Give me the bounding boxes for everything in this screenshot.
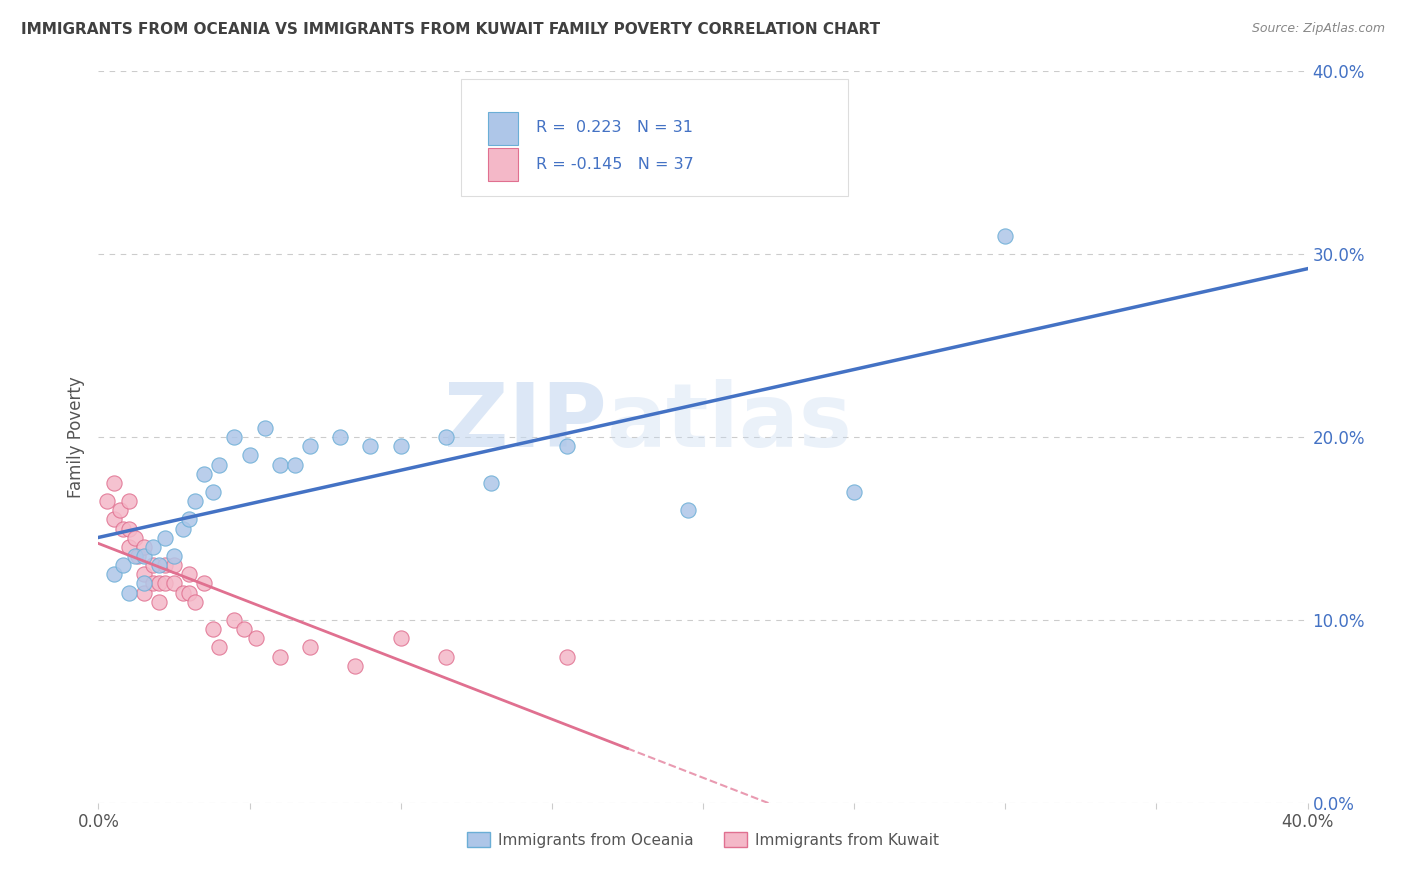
FancyBboxPatch shape — [461, 78, 848, 195]
Point — [172, 521, 194, 535]
Point — [118, 494, 141, 508]
Point — [193, 576, 215, 591]
Point — [184, 594, 207, 608]
Point — [118, 585, 141, 599]
Point — [299, 640, 322, 655]
Point — [142, 576, 165, 591]
Point — [127, 549, 149, 563]
Point — [360, 439, 382, 453]
Point — [132, 549, 155, 563]
Point — [179, 512, 201, 526]
Point — [253, 421, 276, 435]
Point — [172, 585, 194, 599]
Point — [193, 467, 215, 481]
Point — [329, 430, 352, 444]
Point — [153, 576, 176, 591]
Point — [434, 430, 457, 444]
Text: atlas: atlas — [606, 379, 852, 466]
Point — [269, 458, 291, 472]
Point — [163, 549, 186, 563]
Point — [389, 632, 412, 646]
Point — [994, 229, 1017, 244]
Point — [434, 649, 457, 664]
Point — [179, 585, 201, 599]
Point — [844, 485, 866, 500]
Point — [118, 521, 141, 535]
Point — [299, 439, 322, 453]
Point — [269, 649, 291, 664]
Point — [132, 576, 155, 591]
Point — [103, 567, 125, 582]
Point — [224, 613, 246, 627]
Point — [389, 439, 412, 453]
Point — [148, 558, 170, 573]
Point — [555, 439, 578, 453]
Point — [344, 658, 367, 673]
Point — [148, 594, 170, 608]
Point — [239, 448, 262, 462]
Point — [103, 475, 125, 490]
Point — [132, 540, 155, 554]
Point — [108, 503, 131, 517]
Point — [111, 521, 134, 535]
Y-axis label: Family Poverty: Family Poverty — [67, 376, 86, 498]
Point — [208, 458, 231, 472]
Point — [555, 649, 578, 664]
Point — [676, 503, 699, 517]
Point — [245, 632, 267, 646]
Point — [208, 640, 231, 655]
Text: R =  0.223   N = 31: R = 0.223 N = 31 — [536, 120, 693, 136]
Point — [163, 558, 186, 573]
Point — [232, 622, 254, 636]
Point — [481, 475, 503, 490]
Point — [124, 531, 146, 545]
Point — [132, 585, 155, 599]
Point — [163, 576, 186, 591]
Text: Source: ZipAtlas.com: Source: ZipAtlas.com — [1251, 22, 1385, 36]
Point — [96, 494, 118, 508]
Point — [184, 494, 207, 508]
Point — [103, 512, 125, 526]
Point — [202, 622, 225, 636]
FancyBboxPatch shape — [488, 112, 517, 145]
Point — [132, 567, 155, 582]
Legend: Immigrants from Oceania, Immigrants from Kuwait: Immigrants from Oceania, Immigrants from… — [461, 825, 945, 854]
Point — [284, 458, 307, 472]
Text: IMMIGRANTS FROM OCEANIA VS IMMIGRANTS FROM KUWAIT FAMILY POVERTY CORRELATION CHA: IMMIGRANTS FROM OCEANIA VS IMMIGRANTS FR… — [21, 22, 880, 37]
FancyBboxPatch shape — [488, 148, 517, 181]
Point — [148, 576, 170, 591]
Point — [111, 558, 134, 573]
Text: ZIP: ZIP — [443, 379, 606, 466]
Point — [142, 558, 165, 573]
Point — [124, 549, 146, 563]
Point — [179, 567, 201, 582]
Point — [224, 430, 246, 444]
Point — [153, 531, 176, 545]
Point — [202, 485, 225, 500]
Point — [118, 540, 141, 554]
Point — [153, 558, 176, 573]
Point — [142, 540, 165, 554]
Text: R = -0.145   N = 37: R = -0.145 N = 37 — [536, 157, 695, 172]
